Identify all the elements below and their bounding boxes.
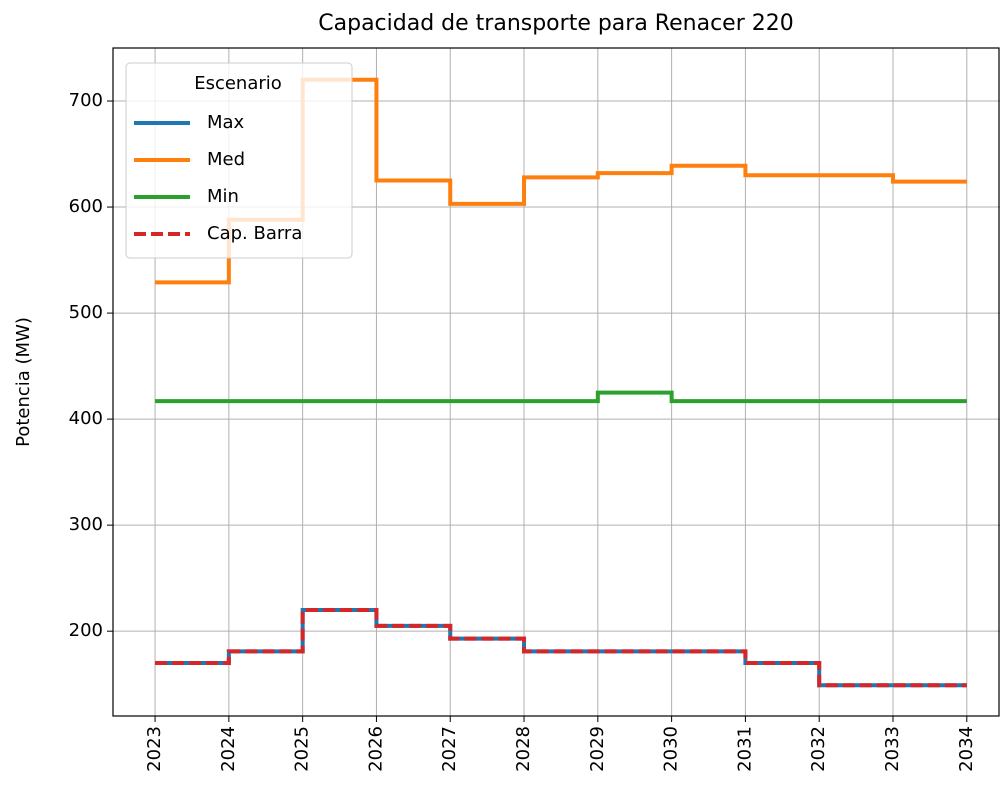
x-tick-label: 2024 [218, 726, 239, 772]
x-tick-label: 2030 [661, 726, 682, 772]
step-line [155, 390, 967, 404]
x-tick-label: 2029 [587, 726, 608, 772]
x-tick-label: 2026 [365, 726, 386, 772]
legend-label: Cap. Barra [207, 223, 302, 244]
y-tick-label: 200 [69, 620, 103, 641]
x-tick-label: 2023 [144, 726, 165, 772]
step-line [155, 607, 967, 688]
y-tick-label: 500 [69, 302, 103, 323]
y-tick-label: 700 [69, 90, 103, 111]
step-line [155, 607, 967, 688]
plot-frame [112, 47, 1000, 717]
x-tick-label: 2028 [513, 726, 534, 772]
legend-label: Min [207, 186, 239, 207]
y-tick-label: 300 [69, 514, 103, 535]
y-tick-label: 600 [69, 196, 103, 217]
x-tick-label: 2033 [882, 726, 903, 772]
legend-title: Escenario [194, 73, 282, 94]
legend-label: Med [207, 149, 245, 170]
legend: Escenario Max Med Min Cap. Barra [125, 62, 353, 259]
chart-title: Capacidad de transporte para Renacer 220 [318, 11, 793, 36]
x-tick-label: 2031 [734, 726, 755, 772]
x-tick-label: 2032 [808, 726, 829, 772]
y-tick-label: 400 [69, 408, 103, 429]
legend-label: Max [207, 112, 245, 133]
y-axis-label: Potencia (MW) [13, 317, 34, 447]
legend-box [125, 62, 353, 259]
x-tick-label: 2034 [956, 726, 977, 772]
x-tick-label: 2027 [439, 726, 460, 772]
x-tick-label: 2025 [292, 726, 313, 772]
